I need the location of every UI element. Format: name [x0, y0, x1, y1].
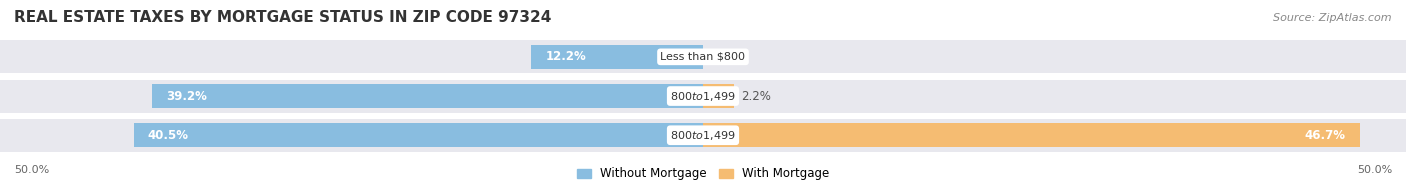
Bar	[703, 123, 1360, 147]
Text: 39.2%: 39.2%	[166, 90, 207, 103]
Text: $800 to $1,499: $800 to $1,499	[671, 90, 735, 103]
Text: 0.0%: 0.0%	[710, 50, 740, 63]
Bar	[531, 45, 703, 69]
Text: Less than $800: Less than $800	[661, 52, 745, 62]
Text: 50.0%: 50.0%	[1357, 165, 1392, 175]
Text: 46.7%: 46.7%	[1305, 129, 1346, 142]
Text: $800 to $1,499: $800 to $1,499	[671, 129, 735, 142]
Bar	[134, 123, 703, 147]
Bar	[152, 84, 703, 108]
Bar	[0, 119, 1406, 152]
Text: 50.0%: 50.0%	[14, 165, 49, 175]
Text: 2.2%: 2.2%	[741, 90, 770, 103]
Text: REAL ESTATE TAXES BY MORTGAGE STATUS IN ZIP CODE 97324: REAL ESTATE TAXES BY MORTGAGE STATUS IN …	[14, 10, 551, 25]
Text: 12.2%: 12.2%	[546, 50, 586, 63]
Bar	[0, 80, 1406, 113]
Text: Source: ZipAtlas.com: Source: ZipAtlas.com	[1274, 13, 1392, 23]
Bar	[703, 84, 734, 108]
Bar	[0, 40, 1406, 73]
Text: 40.5%: 40.5%	[148, 129, 188, 142]
Legend: Without Mortgage, With Mortgage: Without Mortgage, With Mortgage	[572, 163, 834, 185]
